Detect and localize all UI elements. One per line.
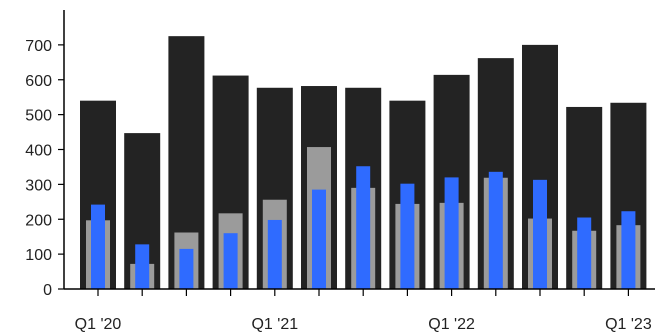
y-tick-label: 300 bbox=[25, 177, 52, 194]
bar-series-3-11 bbox=[533, 179, 547, 289]
bar-series-3-3 bbox=[179, 248, 194, 289]
bar-series-3-4 bbox=[223, 233, 238, 289]
y-tick-label: 700 bbox=[25, 38, 52, 55]
y-tick-label: 500 bbox=[25, 108, 52, 125]
y-axis: 0 100 200 300 400 500 600 700 bbox=[25, 10, 65, 299]
y-tick-label: 0 bbox=[43, 282, 52, 299]
y-tick-label: 200 bbox=[25, 212, 52, 229]
x-tick-label: Q1 '20 bbox=[75, 316, 122, 333]
bar-series-3-13 bbox=[621, 211, 636, 289]
y-tick-label: 400 bbox=[25, 143, 52, 160]
y-tick-label: 100 bbox=[25, 247, 52, 264]
bar-series-3-5 bbox=[267, 219, 282, 289]
bar-series-3-6 bbox=[312, 189, 326, 289]
y-tick-label: 600 bbox=[25, 73, 52, 90]
x-tick-label: Q1 '22 bbox=[428, 316, 475, 333]
x-tick-label: Q1 '23 bbox=[605, 316, 652, 333]
x-axis: Q1 '20 Q1 '21 Q1 '22 Q1 '23 bbox=[64, 288, 655, 333]
bars-group bbox=[80, 36, 647, 290]
bar-series-3-10 bbox=[488, 171, 503, 289]
bar-series-3-8 bbox=[400, 183, 415, 289]
bar-series-3-12 bbox=[577, 217, 592, 289]
bar-series-3-7 bbox=[356, 166, 371, 289]
bar-series-3-1 bbox=[91, 204, 105, 289]
bar-series-3-2 bbox=[135, 244, 150, 289]
x-tick-label: Q1 '21 bbox=[251, 316, 298, 333]
bar-series-3-9 bbox=[444, 177, 459, 289]
